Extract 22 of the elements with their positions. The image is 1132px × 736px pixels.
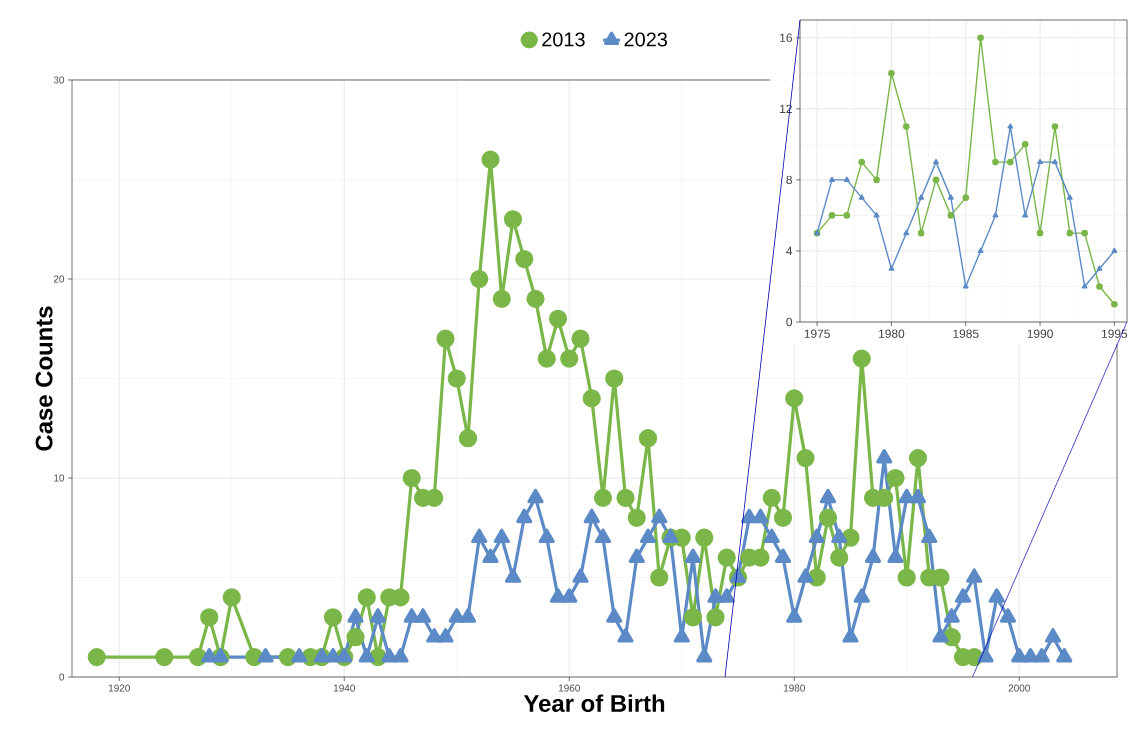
y-tick-label: 4: [786, 246, 793, 256]
y-tick-label: 0: [786, 317, 793, 327]
y-tick-label: 10: [54, 474, 65, 482]
y-tick-label: 8: [786, 175, 792, 185]
y-axis-title: Case Counts: [35, 306, 53, 451]
x-tick-label: 1980: [879, 329, 905, 338]
x-tick-label: 1995: [1101, 329, 1128, 338]
x-tick-label: 1990: [1027, 329, 1053, 338]
x-tick-label: 2000: [1008, 684, 1030, 692]
legend-label: 2013: [542, 32, 585, 47]
y-tick-label: 30: [53, 76, 65, 84]
x-tick-label: 1980: [783, 684, 805, 692]
x-tick-label: 1960: [558, 684, 580, 692]
x-axis-title: Year of Birth: [523, 694, 665, 712]
legend-label: 2023: [624, 32, 667, 47]
y-tick-label: 20: [53, 275, 65, 283]
x-tick-label: 1920: [108, 684, 130, 692]
y-tick-label: 0: [59, 673, 65, 681]
y-tick-label: 16: [780, 33, 792, 42]
x-tick-label: 1940: [333, 684, 355, 692]
x-tick-label: 1975: [804, 329, 830, 338]
x-tick-label: 1985: [953, 329, 979, 338]
